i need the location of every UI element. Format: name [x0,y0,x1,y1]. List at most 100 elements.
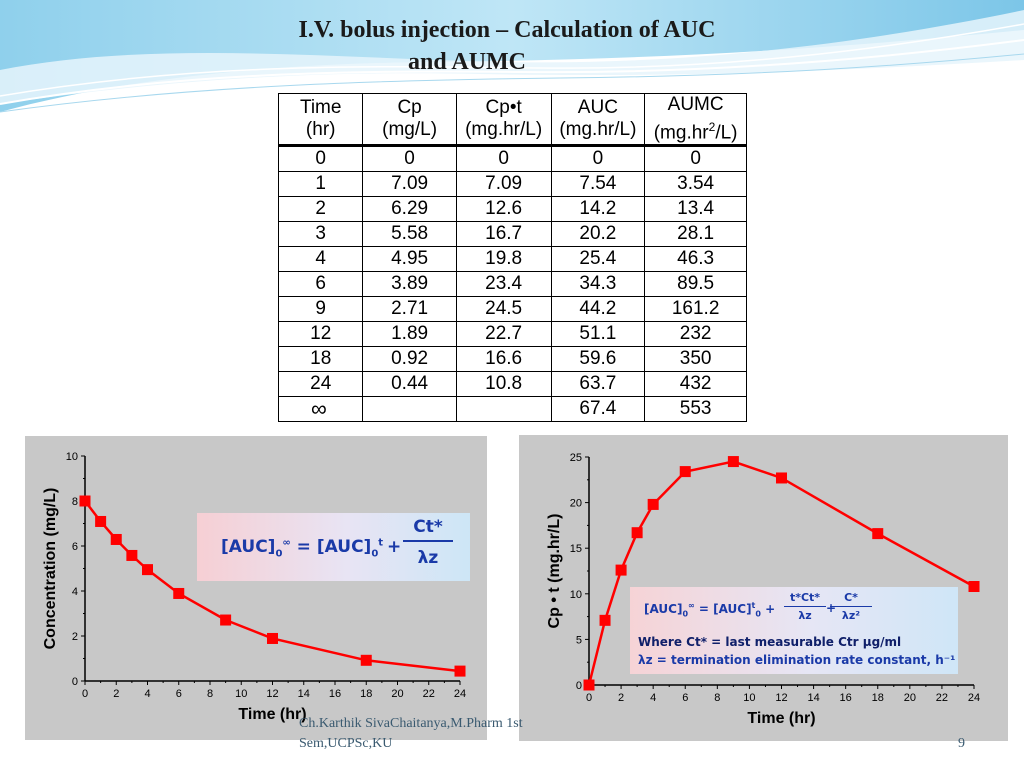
data-point [615,564,627,576]
table-cell: 1.89 [362,321,457,348]
table-cell: 10.8 [455,371,552,398]
table-row: ∞ 67.4 553 [277,396,747,423]
formula-left-plus: + [387,537,402,557]
data-point [968,581,980,593]
table-cell: 25.4 [550,246,646,273]
x-tick-label: 14 [298,688,310,700]
formula-right-fraction-1: t*Ct* λz [784,591,826,622]
table-cell: 19.8 [455,246,552,273]
data-point [583,679,595,691]
data-point [454,665,466,677]
formula-left-rhs-sup: t [378,537,384,549]
table-cell: 0 [455,145,552,173]
slide-title: I.V. bolus injection – Calculation of AU… [0,14,1024,78]
data-point [173,587,185,599]
table-cell [455,396,552,423]
pk-data-table: Time (hr) Cp (mg/L) Cp•t (mg.hr/L) AUC (mg.h… [277,92,747,423]
table-cell: 2.71 [362,296,457,323]
x-axis-title: Time (hr) [747,710,815,727]
x-tick-label: 16 [329,688,341,700]
header-auc-label: AUC [577,97,618,119]
x-tick-label: 18 [360,688,372,700]
table-row: 2 6.29 12.6 14.2 13.4 [277,196,747,223]
data-point [776,472,787,484]
x-tick-label: 22 [423,688,435,700]
table-cell: 2 [277,196,364,223]
table-row: 24 0.44 10.8 63.7 432 [277,371,747,398]
formula-left-lhs-sup: ∞ [282,537,291,549]
x-tick-label: 24 [454,688,466,700]
table-cell: 12 [277,321,364,348]
table-cell: 9 [277,296,364,323]
header-auc: AUC (mg.hr/L) [550,92,646,148]
table-cell: 14.2 [550,196,646,223]
slide-title-line1: I.V. bolus injection – Calculation of AU… [298,17,716,43]
table-cell: 13.4 [644,196,747,223]
table-cell: 63.7 [550,371,646,398]
formula-right-frac1-num: t*Ct* [784,591,826,607]
table-cell: 4 [277,246,364,273]
table-cell: 34.3 [550,271,646,298]
auc-extrapolation-formula-detailed: [AUC]0∞ = [AUC]t0 + t*Ct* λz + C* λz² Wh… [630,587,958,674]
x-tick-label: 18 [872,692,884,704]
data-point [220,614,232,626]
table-cell: 67.4 [550,396,646,423]
formula-right-rhs-sup: t [751,601,756,610]
table-cell: 23.4 [455,271,552,298]
table-cell: 7.09 [455,171,552,198]
x-tick-label: 10 [743,692,755,704]
table-cell: 0 [362,145,457,173]
header-cpt-unit: (mg.hr/L) [465,119,543,141]
data-point [872,528,884,540]
formula-right-eq: = [694,602,714,616]
table-cell: 18 [277,346,364,373]
table-row: 4 4.95 19.8 25.4 46.3 [277,246,747,273]
x-tick-label: 2 [618,692,624,704]
table-cell: 24.5 [455,296,552,323]
x-tick-label: 6 [176,688,182,700]
data-point [727,456,739,468]
x-tick-label: 6 [682,692,688,704]
table-cell: 20.2 [550,221,646,248]
y-tick-label: 5 [576,634,582,646]
y-tick-label: 6 [72,541,78,553]
formula-right-rhs-sub: 0 [755,609,761,619]
x-tick-label: 2 [113,688,119,700]
x-tick-label: 20 [904,692,916,704]
data-point [599,614,611,626]
x-tick-label: 20 [391,688,403,700]
table-cell: 0 [277,145,364,173]
x-tick-label: 4 [650,692,656,704]
x-tick-label: 12 [266,688,278,700]
page-number: 9 [958,736,965,751]
x-tick-label: 8 [207,688,213,700]
table-row: 6 3.89 23.4 34.3 89.5 [277,271,747,298]
table-row: 12 1.89 22.7 51.1 232 [277,321,747,348]
formula-left-fraction: Ct* λz [403,517,453,568]
table-cell: 7.09 [362,171,457,198]
formula-right-lhs-sub: 0 [682,609,689,619]
formula-right-lhs: [AUC] [644,602,683,616]
header-cpt-label: Cp•t [485,97,522,119]
table-row: 9 2.71 24.5 44.2 161.2 [277,296,747,323]
table-cell: 0 [644,145,747,173]
table-cell: 1 [277,171,364,198]
y-tick-label: 4 [72,586,78,598]
data-point [126,549,138,561]
table-cell: 59.6 [550,346,646,373]
x-tick-label: 16 [840,692,852,704]
table-cell: 3.89 [362,271,457,298]
formula-right-frac2-den: λz² [841,609,861,622]
data-point [631,527,643,539]
data-point [95,515,107,527]
footer-credit: Ch.Karthik SivaChaitanya,M.Pharm 1st Sem… [299,714,619,754]
formula-left-rhs-sub: 0 [371,548,379,560]
formula-left-equation: [AUC]0∞ = [AUC]0t [221,537,383,559]
formula-right-where-text: Where Ct* = last measurable Ctr μg/ml [638,635,902,649]
x-tick-label: 10 [235,688,247,700]
table-cell: 0 [550,145,646,173]
slide-title-line2: and AUMC [407,49,527,75]
table-cell: 232 [644,321,747,348]
table-cell: 432 [644,371,747,398]
header-cpt: Cp•t (mg.hr/L) [455,92,552,148]
